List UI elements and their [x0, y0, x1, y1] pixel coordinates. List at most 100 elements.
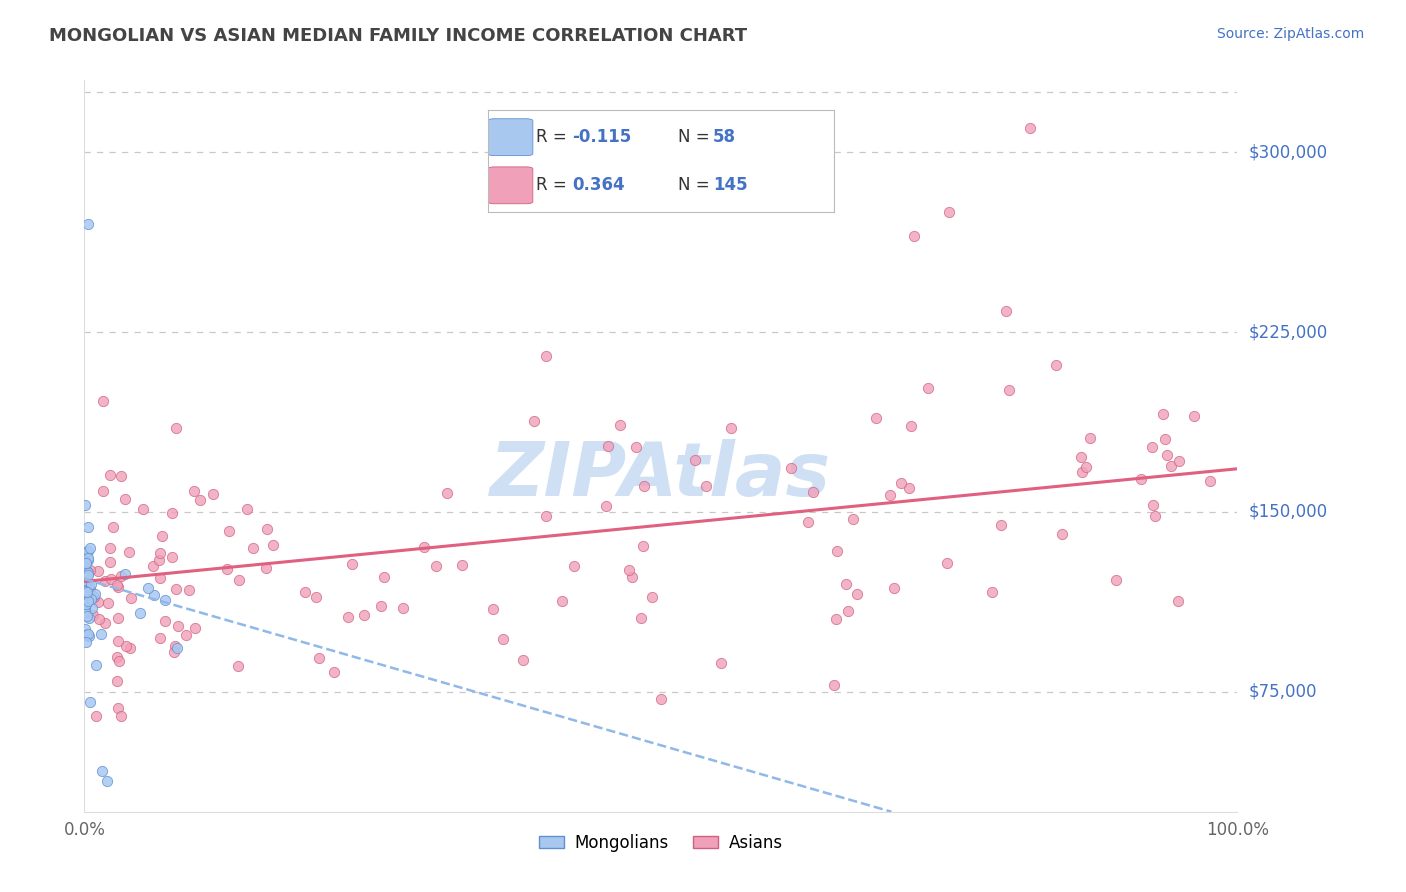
- Point: [1160, 458, 1182, 473]
- Point: [82, 600, 104, 615]
- Point: [73, 573, 96, 587]
- Point: [82, 589, 104, 603]
- Point: [110, 469, 132, 483]
- Text: ZIPAtlas: ZIPAtlas: [491, 439, 831, 512]
- Point: [114, 492, 136, 507]
- Point: [534, 509, 557, 524]
- Point: [626, 440, 648, 454]
- Point: [373, 570, 395, 584]
- Point: [166, 640, 188, 655]
- Point: [1167, 594, 1189, 608]
- Point: [107, 611, 129, 625]
- Point: [797, 515, 820, 529]
- Point: [148, 553, 170, 567]
- Point: [77, 566, 100, 581]
- Point: [75, 623, 97, 637]
- Point: [630, 611, 652, 625]
- Point: [842, 511, 865, 525]
- Point: [132, 501, 155, 516]
- Point: [80, 576, 103, 591]
- Point: [1182, 409, 1205, 423]
- Point: [174, 628, 197, 642]
- Point: [75, 635, 97, 649]
- Point: [75, 628, 97, 642]
- Point: [780, 461, 803, 475]
- Point: [105, 649, 128, 664]
- Point: [75, 587, 97, 601]
- Point: [87, 564, 110, 578]
- Point: [73, 498, 96, 512]
- Point: [79, 582, 101, 597]
- Point: [80, 591, 103, 606]
- Point: [451, 558, 474, 572]
- Point: [77, 629, 100, 643]
- Point: [990, 518, 1012, 533]
- Point: [76, 565, 98, 579]
- Point: [254, 560, 277, 574]
- Point: [76, 627, 98, 641]
- Point: [114, 566, 136, 581]
- Point: [1070, 450, 1092, 465]
- Point: [308, 650, 330, 665]
- Point: [76, 520, 98, 534]
- Point: [336, 610, 359, 624]
- Point: [75, 605, 97, 619]
- Point: [1105, 573, 1128, 587]
- Point: [165, 639, 187, 653]
- Point: [98, 541, 121, 555]
- Point: [115, 639, 138, 653]
- Point: [1045, 358, 1067, 372]
- Point: [77, 579, 100, 593]
- Point: [641, 590, 664, 604]
- Point: [1071, 466, 1094, 480]
- Point: [491, 632, 513, 646]
- Point: [96, 773, 118, 788]
- Point: [79, 541, 101, 556]
- Point: [413, 541, 436, 555]
- Point: [75, 557, 97, 571]
- Point: [76, 567, 98, 582]
- Point: [650, 692, 672, 706]
- Point: [1018, 121, 1040, 136]
- Text: MONGOLIAN VS ASIAN MEDIAN FAMILY INCOME CORRELATION CHART: MONGOLIAN VS ASIAN MEDIAN FAMILY INCOME …: [49, 27, 748, 45]
- Point: [845, 586, 868, 600]
- Point: [1078, 431, 1101, 445]
- Point: [97, 596, 120, 610]
- Point: [165, 582, 187, 596]
- Point: [550, 594, 572, 608]
- Point: [1052, 526, 1074, 541]
- Point: [917, 381, 939, 395]
- Point: [1168, 454, 1191, 468]
- Point: [77, 611, 100, 625]
- Text: $150,000: $150,000: [1249, 503, 1327, 521]
- Point: [695, 479, 717, 493]
- Point: [163, 645, 186, 659]
- Point: [215, 562, 238, 576]
- Point: [391, 601, 413, 615]
- Point: [523, 414, 546, 428]
- Point: [903, 229, 925, 244]
- Point: [87, 612, 110, 626]
- Point: [353, 608, 375, 623]
- Point: [107, 633, 129, 648]
- Point: [160, 506, 183, 520]
- Point: [370, 599, 392, 613]
- Point: [228, 573, 250, 587]
- Point: [236, 501, 259, 516]
- Point: [160, 550, 183, 565]
- Point: [1156, 448, 1178, 462]
- Point: [340, 557, 363, 571]
- Point: [294, 584, 316, 599]
- Point: [73, 577, 96, 591]
- Point: [110, 568, 132, 582]
- Point: [890, 475, 912, 490]
- Point: [120, 641, 142, 656]
- Point: [1154, 432, 1177, 446]
- Point: [76, 608, 98, 623]
- Point: [86, 708, 108, 723]
- Point: [108, 654, 131, 668]
- Point: [879, 487, 901, 501]
- Point: [149, 632, 172, 646]
- Point: [76, 217, 98, 231]
- Point: [167, 619, 190, 633]
